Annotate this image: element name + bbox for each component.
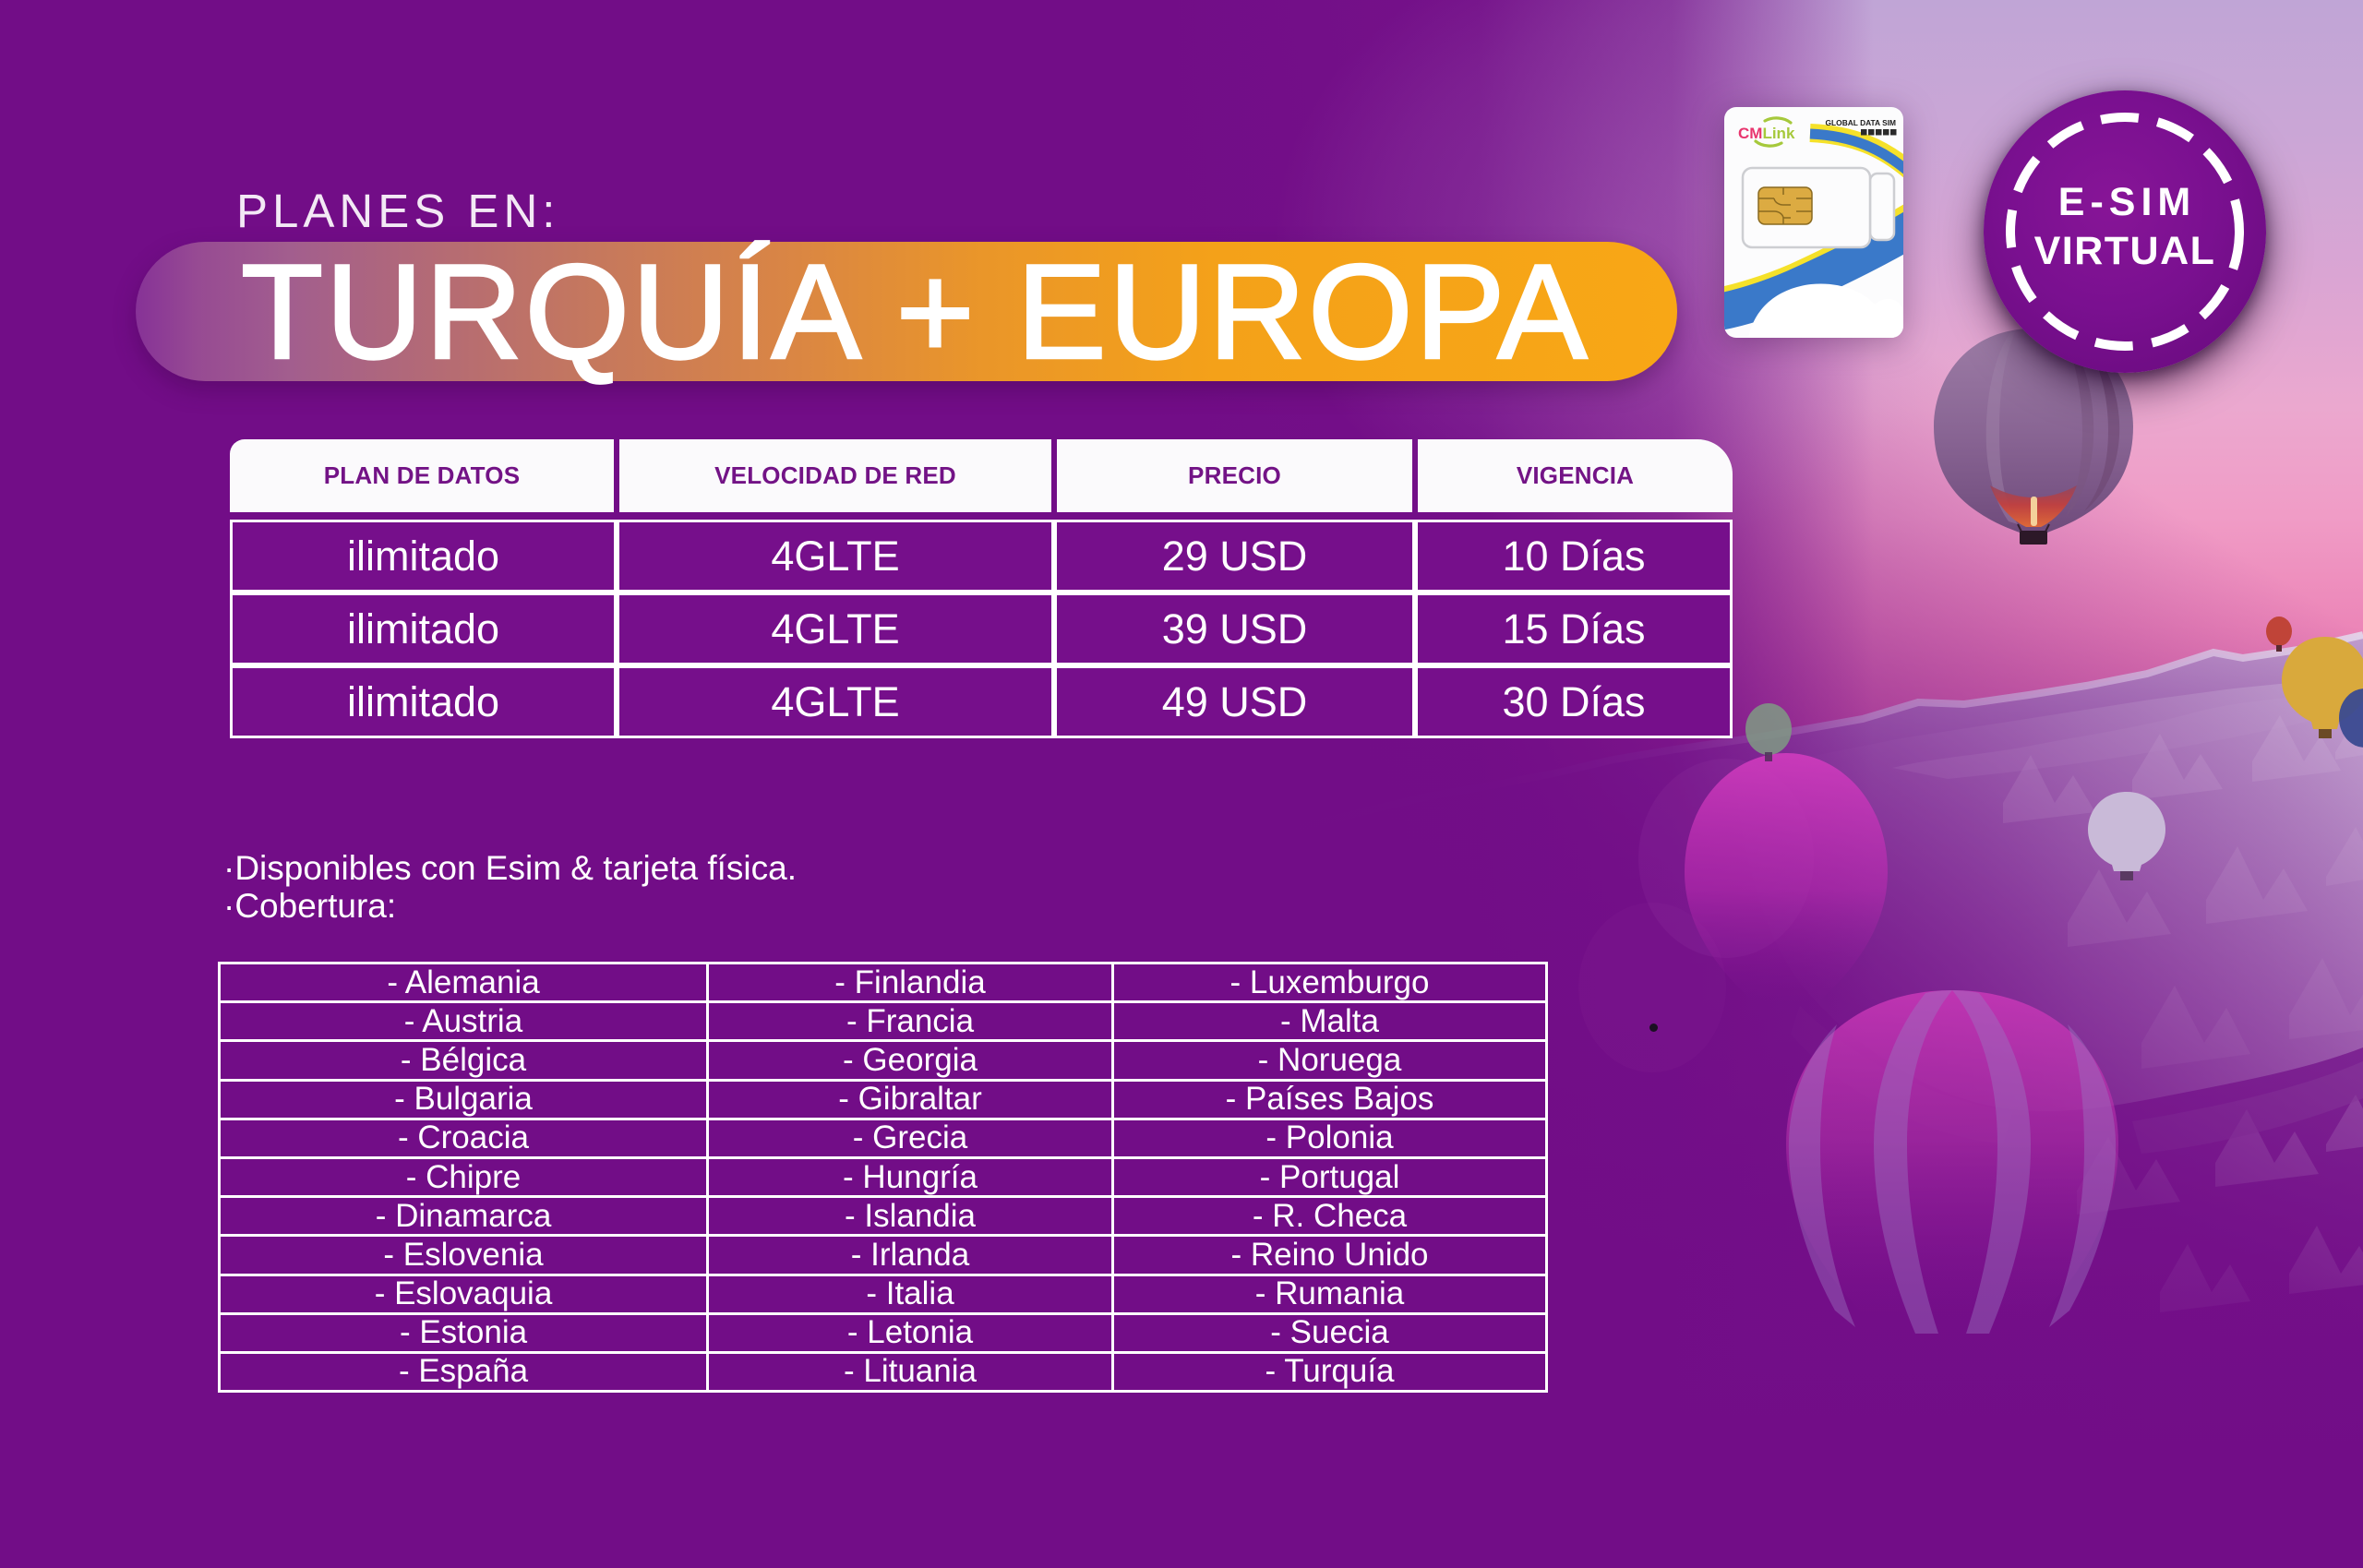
svg-text:CMLink: CMLink (1738, 125, 1795, 142)
svg-text:GLOBAL DATA SIM: GLOBAL DATA SIM (1826, 118, 1896, 127)
